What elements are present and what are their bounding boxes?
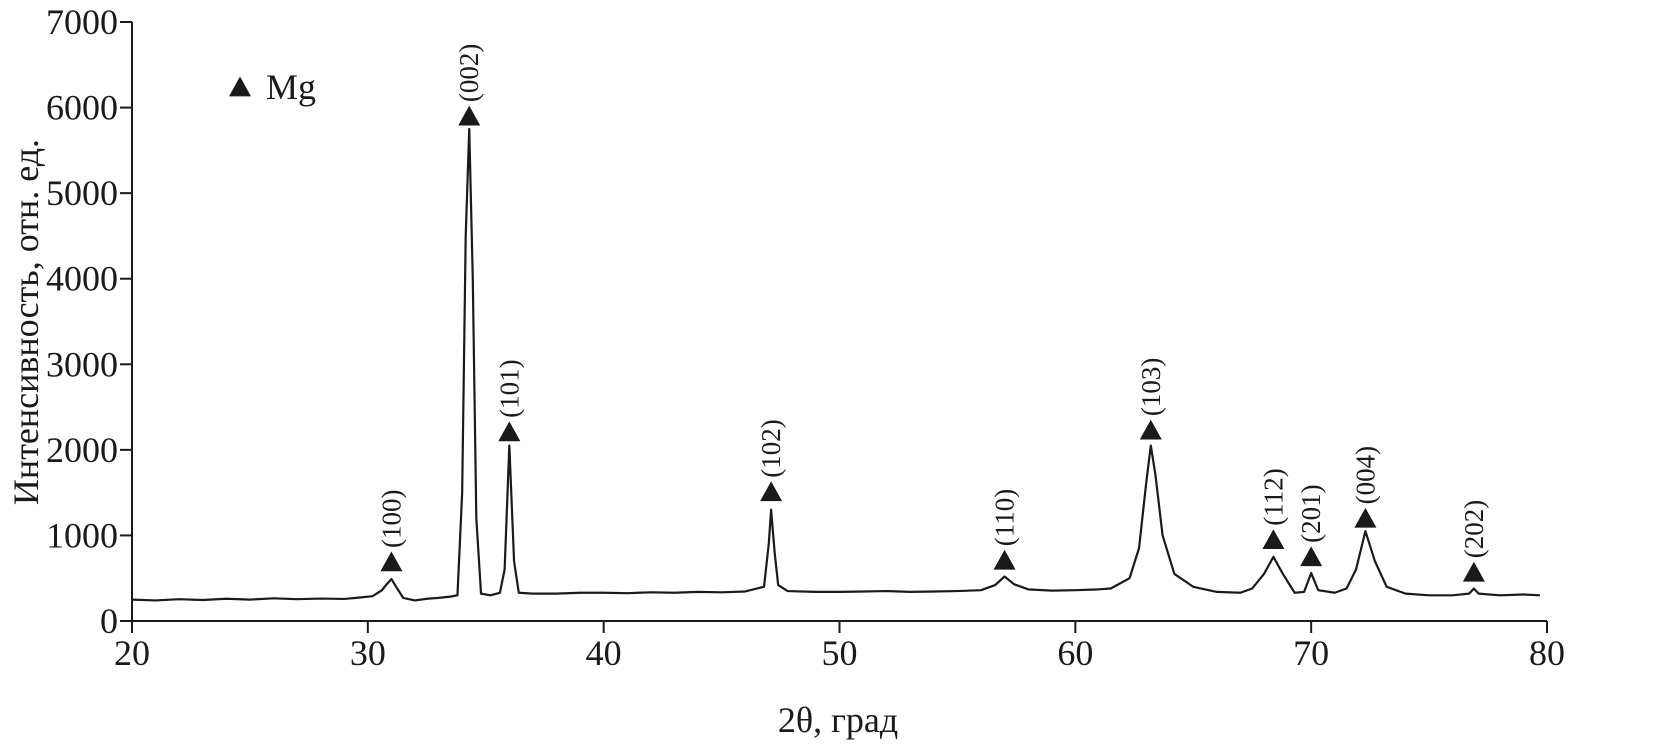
peak-marker xyxy=(1300,546,1323,567)
peak-marker xyxy=(458,105,481,126)
x-tick-label: 60 xyxy=(1057,633,1093,673)
peak-label: (101) xyxy=(494,359,524,417)
x-axis-label: 2θ, град xyxy=(778,700,898,740)
peak-marker xyxy=(1354,507,1377,528)
peak-marker xyxy=(380,551,403,572)
peak-label: (103) xyxy=(1136,358,1166,416)
y-tick-label: 7000 xyxy=(46,2,118,42)
peak-marker xyxy=(993,549,1016,570)
x-tick-label: 20 xyxy=(114,633,150,673)
data-line xyxy=(131,127,1540,602)
peak-label: (004) xyxy=(1350,446,1380,504)
y-tick-label: 2000 xyxy=(46,430,118,470)
y-tick-label: 6000 xyxy=(46,88,118,128)
y-tick-label: 3000 xyxy=(46,344,118,384)
peak-marker xyxy=(760,481,783,502)
peak-label: (002) xyxy=(454,44,484,102)
peak-marker xyxy=(498,421,521,442)
peak-label: (112) xyxy=(1258,468,1288,525)
x-tick-label: 40 xyxy=(586,633,622,673)
y-tick-label: 4000 xyxy=(46,259,118,299)
x-tick-label: 50 xyxy=(822,633,858,673)
y-tick-label: 0 xyxy=(100,601,118,641)
legend-label: Mg xyxy=(266,67,316,107)
peak-label: (201) xyxy=(1296,484,1326,542)
x-tick-label: 80 xyxy=(1529,633,1565,673)
peak-label: (102) xyxy=(756,419,786,477)
peak-marker xyxy=(1262,529,1285,550)
peak-marker xyxy=(1462,561,1485,582)
y-tick-label: 5000 xyxy=(46,173,118,213)
x-tick-label: 70 xyxy=(1293,633,1329,673)
x-tick-label: 30 xyxy=(350,633,386,673)
y-tick-label: 1000 xyxy=(46,515,118,555)
y-axis-label: Интенсивность, отн. ед. xyxy=(6,139,46,505)
peak-label: (110) xyxy=(990,489,1020,546)
peak-marker xyxy=(1139,419,1162,440)
peak-label: (100) xyxy=(376,489,406,547)
legend-marker xyxy=(229,76,251,97)
peak-label: (202) xyxy=(1459,500,1489,558)
